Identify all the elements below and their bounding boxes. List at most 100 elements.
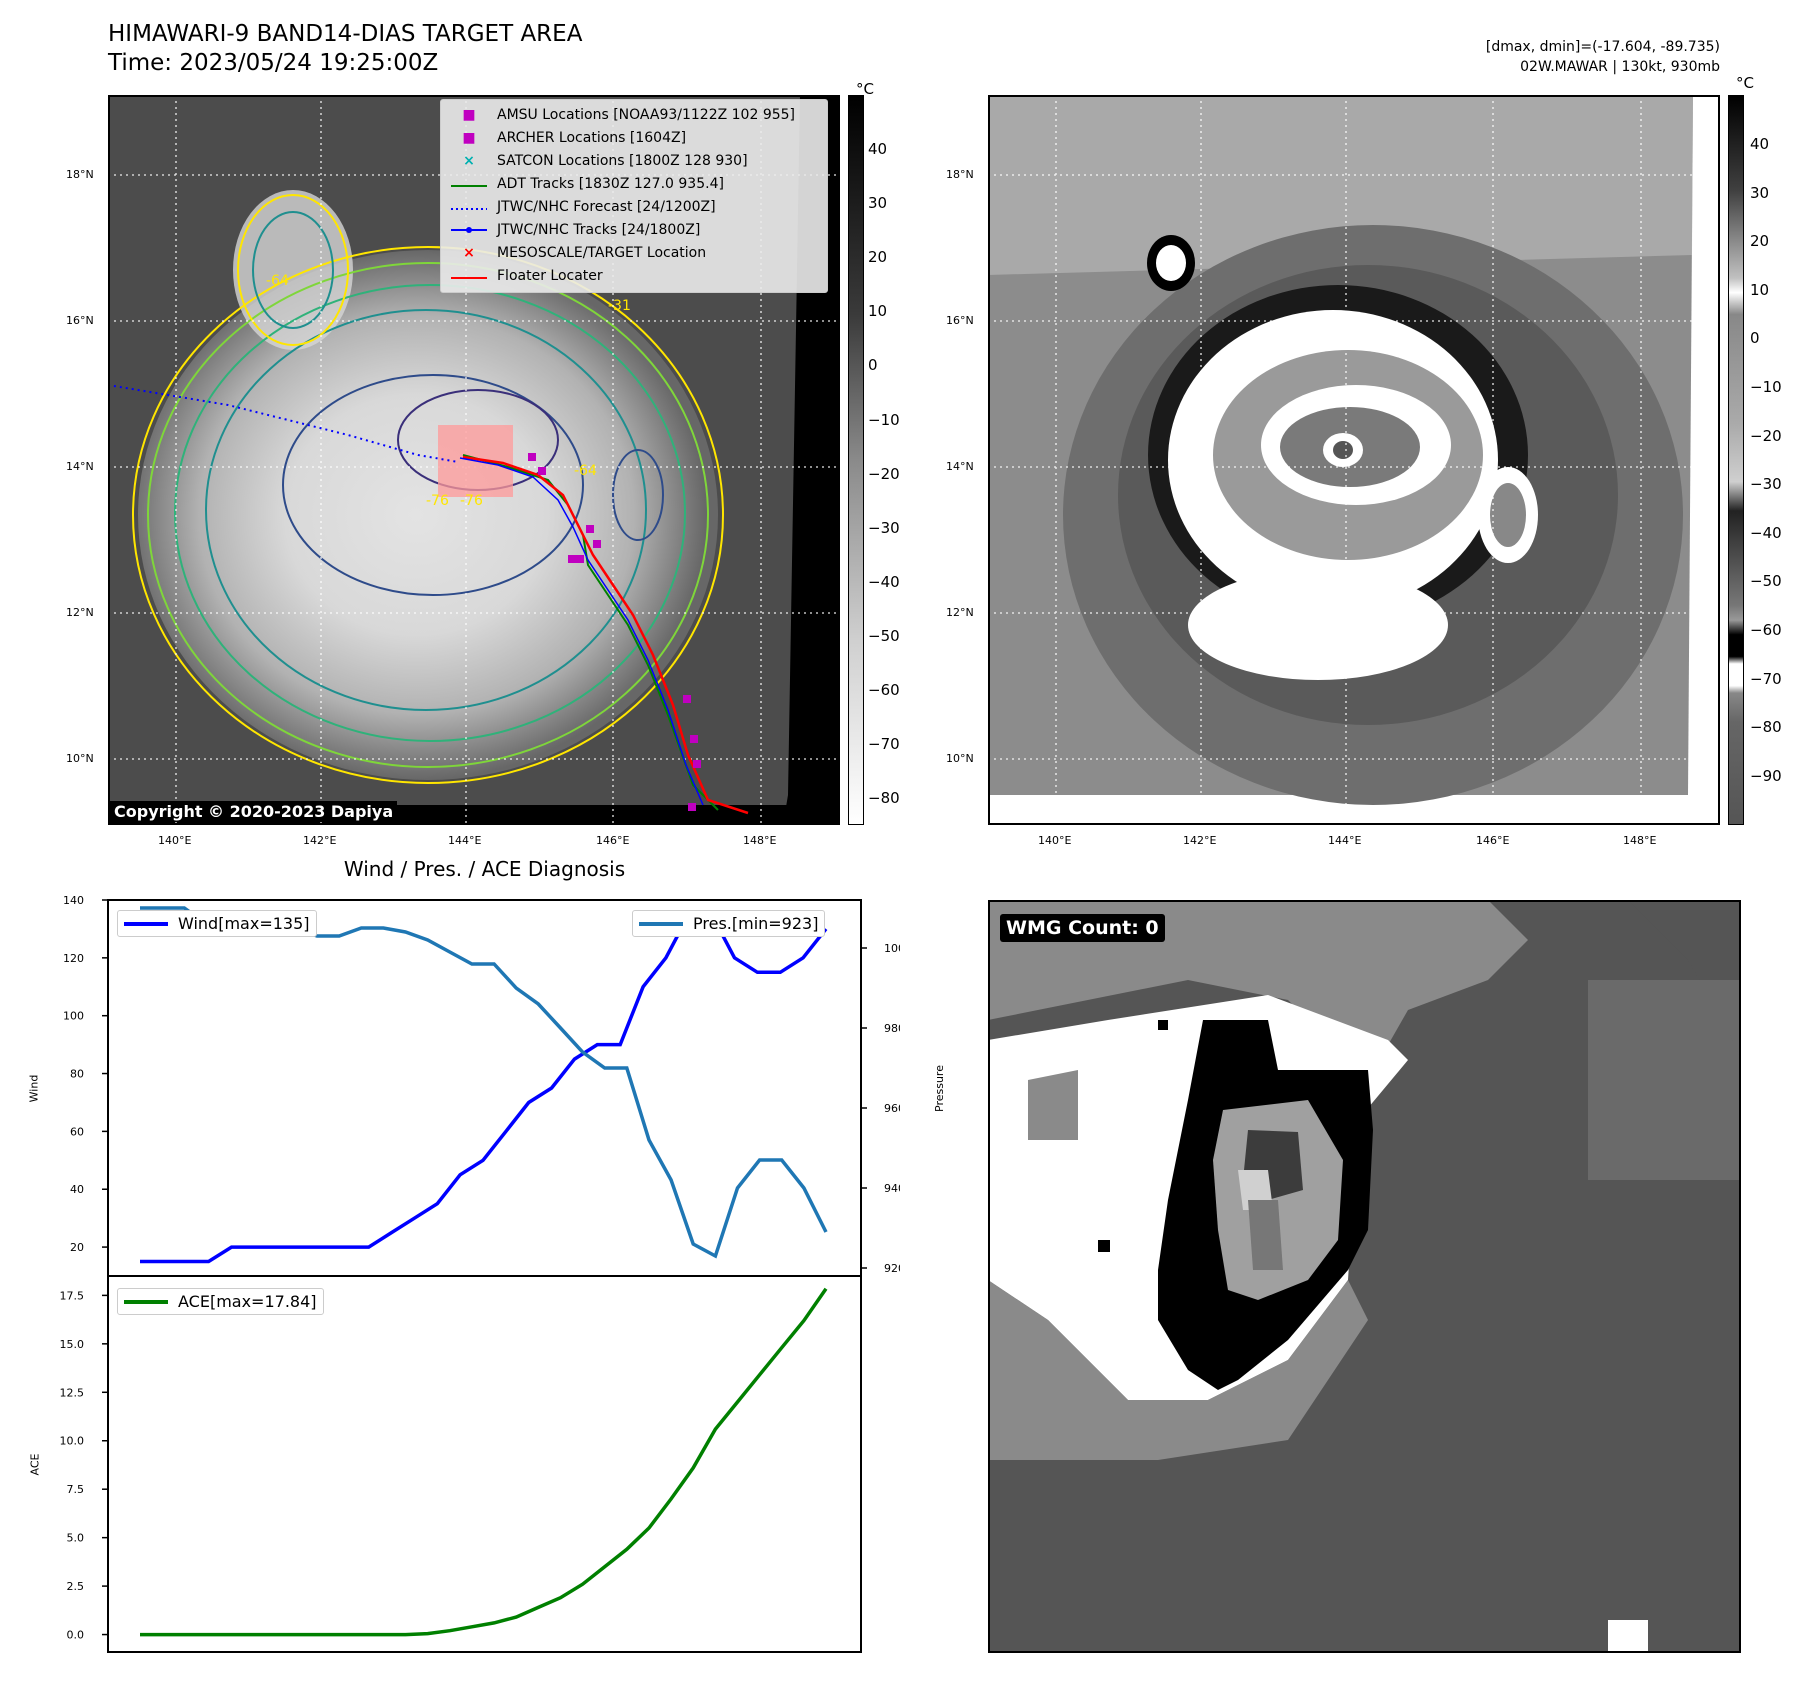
ace-legend: ACE[max=17.84] [117, 1288, 324, 1315]
ir-map-panel[interactable]: -64 -76 -76 -64 -31 ■ AMSU Locations [NOA… [108, 95, 840, 825]
legend-item: × SATCON Locations [1800Z 128 930] [449, 150, 819, 173]
x-marker-icon: × [463, 245, 475, 261]
legend-item: Floater Locater [449, 265, 819, 288]
colorbar-tick-label: −60 [868, 681, 900, 699]
contour-label: -76 [426, 493, 449, 509]
axis-tick-label: 60 [70, 1125, 84, 1138]
line-icon [124, 921, 168, 926]
axis-tick-label: 140 [63, 894, 84, 907]
pressure-legend: Pres.[min=923] [632, 910, 826, 937]
lon-tick: 148°E [743, 834, 777, 847]
colorbar-tick-label: 20 [868, 248, 888, 267]
lon-tick: 140°E [158, 834, 192, 847]
diagnosis-title: Wind / Pres. / ACE Diagnosis [343, 857, 626, 881]
lon-tick: 142°E [1183, 834, 1217, 847]
axis-tick-label: 920 [884, 1262, 900, 1275]
lat-tick: 10°N [66, 752, 94, 765]
legend-label: ACE[max=17.84] [178, 1292, 317, 1311]
axis-tick-label: 0.0 [67, 1629, 85, 1642]
colorbar-tick-label: 20 [1750, 232, 1770, 251]
colorbar-tick-label: −10 [868, 410, 900, 429]
lat-tick: 14°N [946, 460, 974, 473]
colorbar-tick-label: −60 [1750, 621, 1782, 639]
wind-axis-label: Wind [27, 1074, 41, 1103]
colorbar-left [848, 95, 864, 825]
axis-tick-label: 2.5 [67, 1580, 85, 1593]
colorbar-tick-label: −70 [1750, 669, 1782, 688]
colorbar-unit: °C [856, 80, 874, 98]
contour-label: -76 [460, 493, 483, 509]
legend-item: JTWC/NHC Tracks [24/1800Z] [449, 219, 819, 242]
legend-label: JTWC/NHC Forecast [24/1200Z] [497, 199, 716, 215]
colorbar-right [1728, 95, 1744, 825]
enhanced-ir-panel[interactable] [988, 95, 1720, 825]
lon-tick: 144°E [1328, 834, 1362, 847]
storm-info-text: 02W.MAWAR | 130kt, 930mb [1520, 59, 1720, 75]
line-icon [449, 265, 489, 288]
legend-item: JTWC/NHC Forecast [24/1200Z] [449, 196, 819, 219]
colorbar-tick-label: 40 [868, 140, 888, 158]
lon-tick: 142°E [303, 834, 337, 847]
axis-tick-label: 5.0 [67, 1532, 85, 1545]
wmg-zoom-imagery [988, 900, 1741, 1653]
axis-tick-label: 100 [63, 1010, 84, 1023]
axis-tick-label: 12.5 [60, 1386, 85, 1399]
axis-tick-label: 17.5 [60, 1289, 85, 1302]
lat-tick: 14°N [66, 460, 94, 473]
wind-pressure-plot-frame [107, 899, 862, 1277]
line-icon [449, 173, 489, 196]
colorbar-tick-label: 30 [1750, 183, 1770, 202]
legend-label: SATCON Locations [1800Z 128 930] [497, 153, 748, 169]
colorbar-tick-label: −50 [1750, 572, 1782, 591]
lon-tick: 148°E [1623, 834, 1657, 847]
legend-item: ADT Tracks [1830Z 127.0 935.4] [449, 173, 819, 196]
line-dot-icon [449, 219, 489, 242]
colorbar-tick-label: −70 [868, 735, 900, 754]
lat-tick: 10°N [946, 752, 974, 765]
map-legend: ■ AMSU Locations [NOAA93/1122Z 102 955] ■… [440, 99, 828, 293]
lat-tick: 18°N [66, 168, 94, 181]
colorbar-unit: °C [1736, 74, 1754, 92]
legend-label: Wind[max=135] [178, 914, 310, 933]
axis-tick-label: 40 [70, 1183, 84, 1196]
colorbar-tick-label: −20 [868, 464, 900, 483]
colorbar-tick-label: −90 [1750, 766, 1782, 785]
lat-tick: 12°N [66, 606, 94, 619]
lon-tick: 140°E [1038, 834, 1072, 847]
colorbar-tick-label: −80 [868, 789, 900, 808]
lat-tick: 12°N [946, 606, 974, 619]
ace-series-line [140, 1287, 828, 1637]
colorbar-tick-label: −40 [1750, 523, 1782, 542]
legend-label: Pres.[min=923] [693, 914, 819, 933]
lon-tick: 146°E [596, 834, 630, 847]
square-marker-icon: ■ [462, 107, 476, 123]
colorbar-tick-label: 0 [868, 356, 878, 375]
lon-tick: 144°E [448, 834, 482, 847]
ace-axis-label: ACE [28, 1453, 42, 1476]
colorbar-tick-label: −40 [868, 572, 900, 591]
axis-tick-label: 15.0 [60, 1338, 85, 1351]
colorbar-tick-label: −30 [1750, 475, 1782, 494]
colorbar-tick-label: −20 [1750, 426, 1782, 445]
axis-tick-label: 120 [63, 952, 84, 965]
ir-map-frame [108, 95, 840, 825]
square-marker-icon: ■ [462, 130, 476, 146]
wind-legend: Wind[max=135] [117, 910, 317, 937]
axis-tick-label: 20 [70, 1241, 84, 1254]
axis-tick-label: 7.5 [67, 1483, 85, 1496]
colorbar-tick-label: −10 [1750, 378, 1782, 396]
colorbar-tick-label: 10 [1750, 280, 1770, 299]
diagnosis-charts[interactable]: 20 40 60 80 100 120 140 920 940 960 980 1000 0.0 2.5 5… [0, 880, 900, 1660]
wmg-zoom-panel[interactable]: WMG Count: 0 [988, 900, 1741, 1653]
colorbar-tick-label: 0 [1750, 329, 1760, 348]
legend-label: ADT Tracks [1830Z 127.0 935.4] [497, 176, 724, 192]
legend-label: Floater Locater [497, 268, 603, 284]
copyright-label: Copyright © 2020-2023 Dapiya [110, 801, 398, 822]
colorbar-tick-label: 40 [1750, 135, 1770, 153]
plot-title: HIMAWARI-9 BAND14-DIAS TARGET AREA [108, 21, 583, 47]
legend-label: MESOSCALE/TARGET Location [497, 245, 707, 261]
enhanced-ir-imagery [988, 95, 1720, 825]
legend-label: ARCHER Locations [1604Z] [497, 130, 687, 146]
lat-tick: 18°N [946, 168, 974, 181]
legend-item: ■ ARCHER Locations [1604Z] [449, 127, 819, 150]
